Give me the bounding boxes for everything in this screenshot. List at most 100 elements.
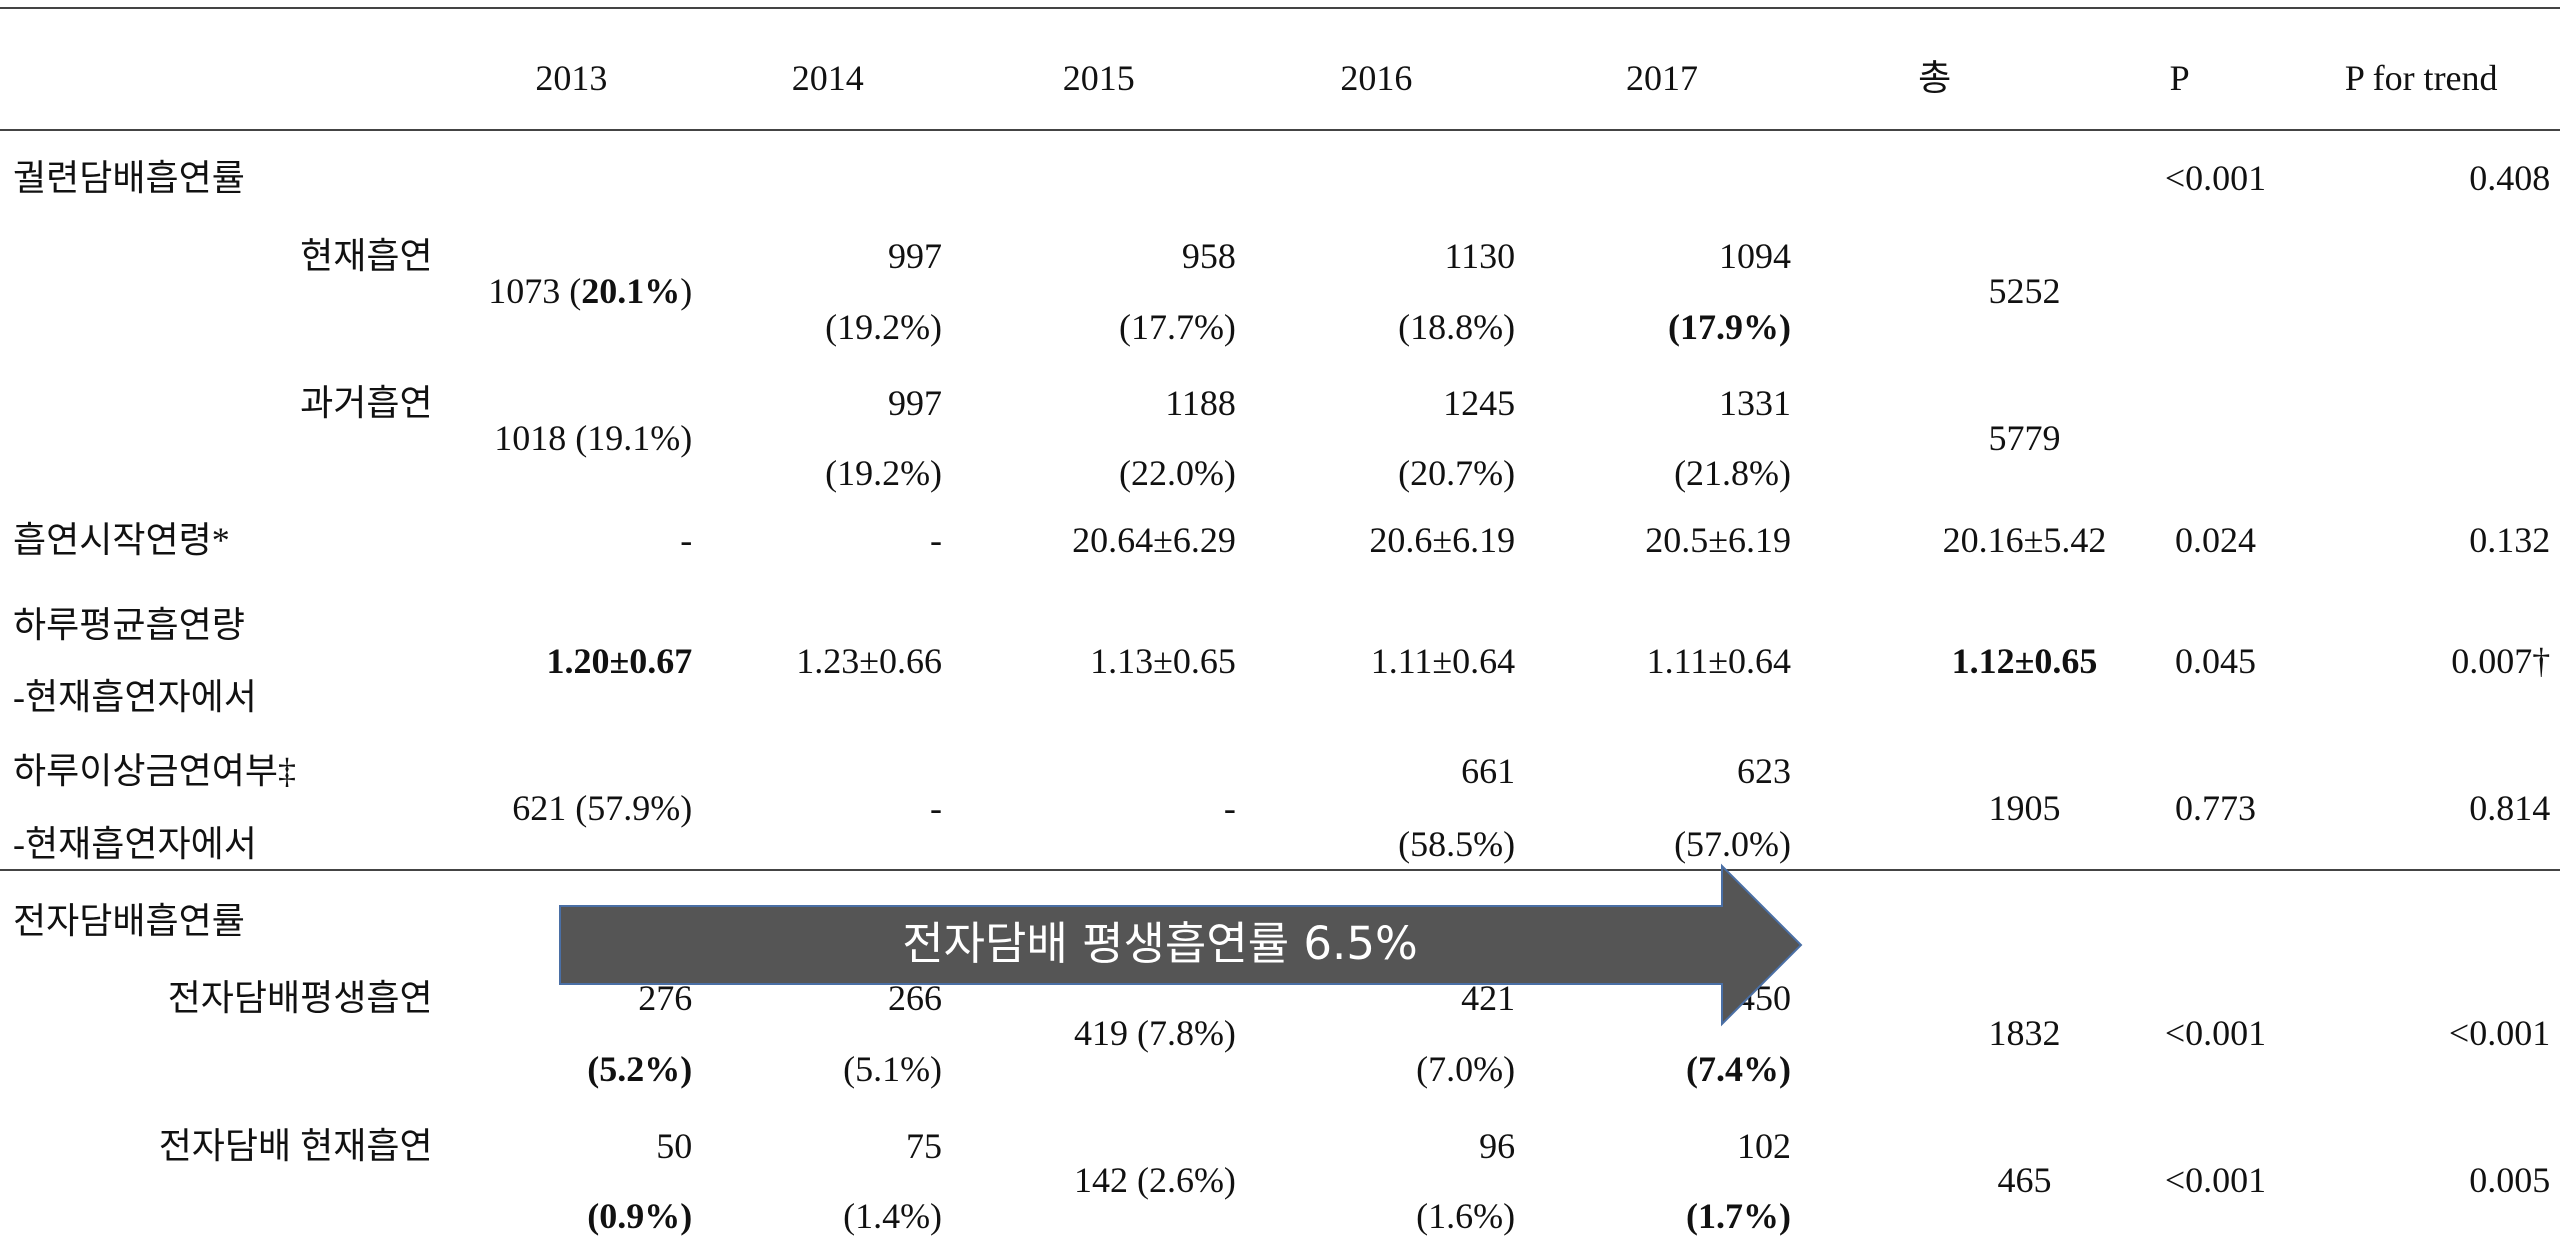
- text-segment: 419 (7.8%): [1073, 1013, 1236, 1054]
- text-segment: -: [1223, 788, 1236, 829]
- table-cell: 20.16±5.42: [1943, 522, 2107, 558]
- text-segment: (0.9%): [587, 1196, 693, 1237]
- table-cell: (22.0%): [1119, 455, 1236, 491]
- column-header: P: [2170, 60, 2190, 96]
- table-cell: (57.0%): [1674, 826, 1791, 862]
- text-segment: 20.5±6.19: [1645, 520, 1792, 561]
- table-cell: 1.23±0.66: [796, 643, 942, 679]
- text-segment: 2015: [1062, 58, 1135, 99]
- table-cell: (19.2%): [825, 309, 942, 345]
- text-segment: 661: [1461, 750, 1516, 791]
- table-cell: (7.4%): [1686, 1051, 1791, 1087]
- text-segment: 20.6±6.19: [1369, 520, 1516, 561]
- table-cell: 1.20±0.67: [546, 643, 692, 679]
- table-cell: 0.024: [2175, 522, 2256, 558]
- table-cell: 1245: [1443, 385, 1515, 421]
- table-cell: 1331: [1719, 385, 1791, 421]
- text-segment: (18.8%): [1398, 306, 1516, 347]
- row-label: 하루평균흡연량: [13, 607, 245, 643]
- text-segment: 1.11±0.64: [1370, 641, 1516, 682]
- table-cell: 20.5±6.19: [1645, 522, 1791, 558]
- table-cell: 1073 (20.1%): [488, 273, 692, 309]
- table-cell: (21.8%): [1674, 455, 1791, 491]
- table-cell: (1.4%): [843, 1198, 942, 1234]
- arrow-shape: [559, 863, 1803, 1027]
- text-segment: 1073 (: [488, 270, 582, 311]
- text-segment: (1.7%): [1686, 1196, 1792, 1237]
- text-segment: 총: [1918, 58, 1952, 99]
- table-cell: 621 (57.9%): [512, 790, 692, 826]
- text-segment: 20.1%: [581, 270, 681, 311]
- table-cell: 997: [888, 238, 942, 274]
- table-cell: 1832: [1988, 1015, 2060, 1051]
- text-segment: 266: [888, 977, 943, 1018]
- column-header: 2014: [792, 60, 864, 96]
- text-segment: 0.773: [2175, 788, 2256, 829]
- text-segment: 20.16±5.42: [1942, 520, 2107, 561]
- table-cell: -: [1224, 790, 1236, 826]
- text-segment: 997: [888, 236, 943, 277]
- text-segment: <0.001: [2448, 1013, 2551, 1054]
- text-segment: <0.001: [2164, 1160, 2267, 1201]
- table-cell: 20.6±6.19: [1369, 522, 1515, 558]
- text-segment: -: [680, 520, 693, 561]
- table-cell: 0.005: [2469, 1162, 2550, 1198]
- column-header: P for trend: [2345, 60, 2498, 96]
- table-cell: <0.001: [2165, 1015, 2266, 1051]
- text-segment: 621 (57.9%): [512, 788, 693, 829]
- callout-text: 전자담배 평생흡연률 6.5%: [902, 917, 1418, 970]
- table-cell: 20.64±6.29: [1072, 522, 1236, 558]
- text-segment: 궐련담배흡연률: [13, 157, 245, 198]
- text-segment: 현재흡연: [300, 236, 433, 277]
- text-segment: P for trend: [2344, 58, 2498, 99]
- text-segment: (19.2%): [825, 306, 943, 347]
- text-segment: (21.8%): [1674, 453, 1792, 494]
- table-cell: -: [680, 522, 692, 558]
- text-segment: 하루이상금연여부‡: [13, 750, 297, 791]
- table-cell: 0.045: [2175, 643, 2256, 679]
- table-cell: 1905: [1988, 790, 2060, 826]
- text-segment: 5779: [1988, 417, 2061, 458]
- row-label: 흡연시작연령*: [13, 522, 230, 558]
- table-cell: -: [930, 522, 942, 558]
- text-segment: (19.2%): [825, 453, 943, 494]
- row-label: 전자담배 현재흡연: [159, 1128, 433, 1164]
- text-segment: 1.23±0.66: [796, 641, 943, 682]
- text-segment: 20.64±6.29: [1072, 520, 1236, 561]
- text-segment: (20.7%): [1398, 453, 1516, 494]
- text-segment: 과거흡연: [300, 383, 433, 424]
- text-segment: 흡연시작연령*: [13, 520, 230, 561]
- column-header: 2016: [1340, 60, 1412, 96]
- table-cell: 958: [1182, 238, 1236, 274]
- table-cell: 419 (7.8%): [1074, 1015, 1236, 1051]
- table-cell: (1.7%): [1686, 1198, 1791, 1234]
- text-segment: (58.5%): [1398, 824, 1516, 865]
- text-segment: 421: [1461, 977, 1516, 1018]
- table-cell: (19.2%): [825, 455, 942, 491]
- text-segment: 2013: [535, 58, 608, 99]
- row-label: 전자담배평생흡연: [168, 980, 433, 1016]
- text-segment: 1018 (19.1%): [494, 417, 693, 458]
- table-cell: (18.8%): [1398, 309, 1515, 345]
- text-segment: <0.001: [2164, 157, 2267, 198]
- table-cell: 0.408: [2469, 160, 2550, 196]
- table-cell: 1.13±0.65: [1090, 643, 1236, 679]
- text-segment: (57.0%): [1674, 824, 1792, 865]
- text-segment: 1832: [1988, 1013, 2061, 1054]
- table-cell: 1.11±0.64: [1647, 643, 1791, 679]
- row-label: 과거흡연: [300, 385, 432, 421]
- table-cell: 5252: [1988, 273, 2060, 309]
- text-segment: 5252: [1988, 270, 2061, 311]
- text-segment: 0.814: [2469, 788, 2551, 829]
- text-segment: 102: [1737, 1126, 1792, 1167]
- table-cell: 623: [1737, 753, 1791, 789]
- table-cell: <0.001: [2165, 1162, 2266, 1198]
- text-segment: 276: [638, 977, 693, 1018]
- table-cell: 0.814: [2469, 790, 2550, 826]
- table-cell: (17.9%): [1668, 309, 1791, 345]
- table-cell: 276: [638, 980, 692, 1016]
- text-segment: 전자담배평생흡연: [167, 977, 433, 1018]
- text-segment: 2016: [1340, 58, 1413, 99]
- text-segment: 623: [1737, 750, 1792, 791]
